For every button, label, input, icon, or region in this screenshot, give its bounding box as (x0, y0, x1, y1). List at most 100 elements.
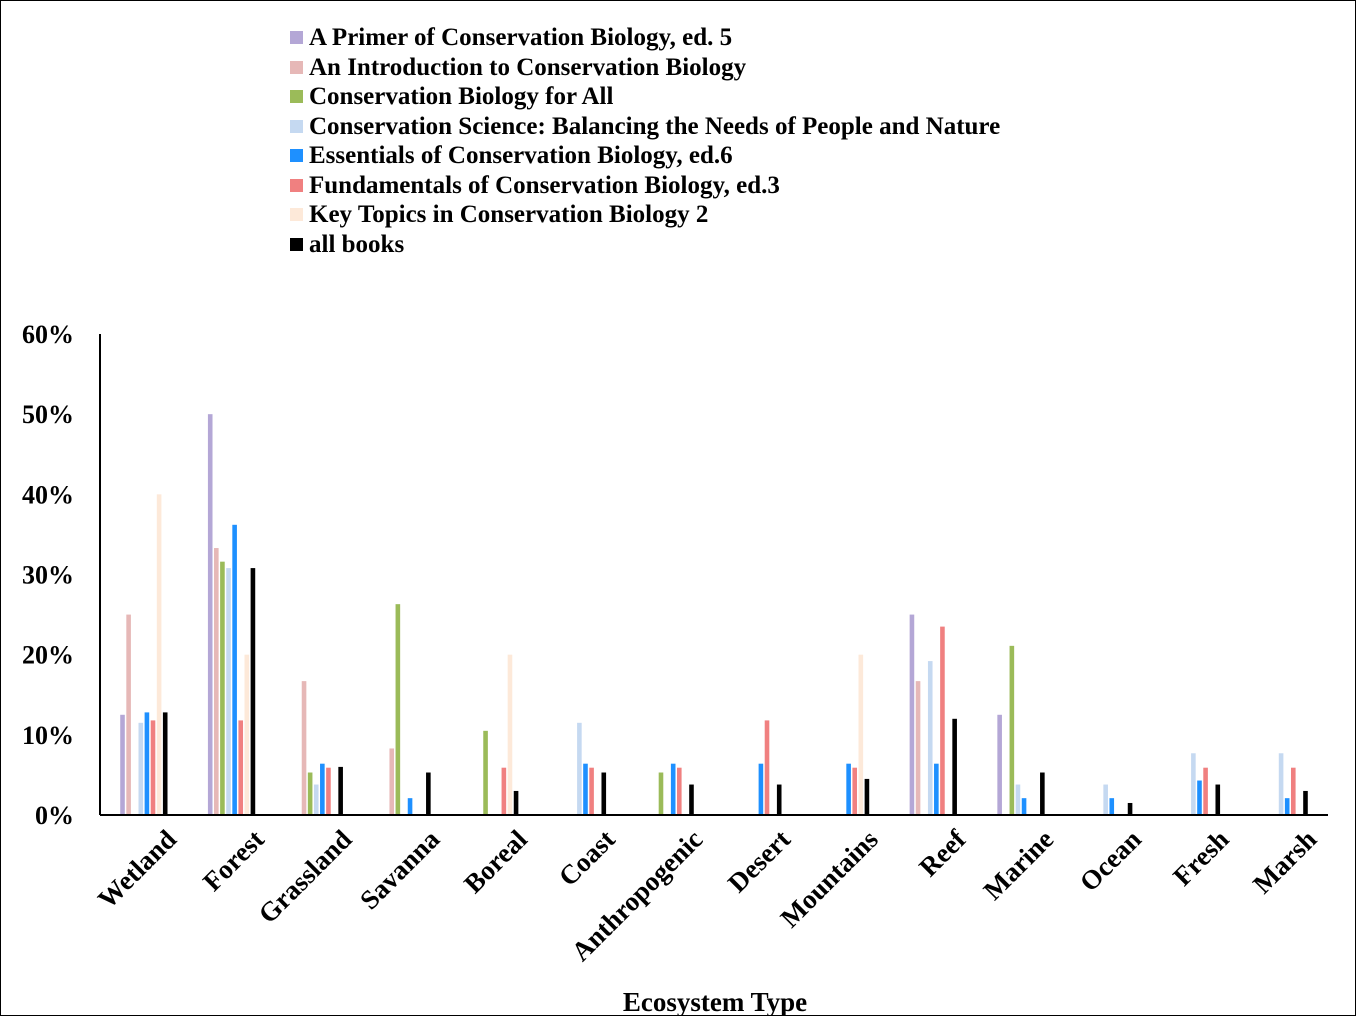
bar (1278, 753, 1284, 815)
x-tick-label: Boreal (458, 824, 533, 899)
bar (126, 614, 131, 815)
bar (589, 767, 594, 815)
bar (1040, 772, 1045, 815)
legend-label: Fundamentals of Conservation Biology, ed… (309, 171, 780, 199)
bar (232, 524, 237, 815)
bar (338, 766, 343, 815)
bar (1109, 798, 1115, 815)
bar (207, 414, 213, 815)
bar (1203, 767, 1208, 815)
bar (1009, 645, 1015, 815)
bar (120, 714, 125, 815)
bar (864, 778, 870, 815)
bar (915, 681, 921, 815)
bar (1215, 784, 1221, 815)
legend-swatch (290, 149, 303, 163)
bar (389, 748, 395, 815)
bar (501, 767, 507, 815)
bar (426, 772, 431, 815)
bar (1015, 784, 1021, 815)
bar (858, 654, 864, 815)
legend-swatch (290, 60, 303, 74)
legend-swatch (290, 31, 303, 45)
bar (846, 763, 851, 815)
bar (940, 626, 945, 815)
legend-swatch (290, 178, 303, 192)
y-tick-label: 30% (22, 561, 74, 590)
legend-item: Key Topics in Conservation Biology 2 (290, 200, 1000, 230)
x-tick-label: Marine (978, 824, 1060, 906)
legend-item: Conservation Biology for All (290, 82, 1000, 112)
bar (658, 772, 664, 815)
bar (507, 654, 513, 815)
bar (1103, 784, 1108, 815)
bar (1303, 790, 1308, 815)
bar (670, 763, 676, 815)
legend-swatch (290, 119, 303, 133)
bar (313, 784, 319, 815)
bar (513, 790, 519, 815)
bar (676, 767, 682, 815)
legend-item: An Introduction to Conservation Biology (290, 53, 1000, 83)
bar (301, 681, 307, 815)
bar (1127, 802, 1133, 815)
legend-label: Conservation Biology for All (309, 83, 614, 111)
bar (952, 718, 957, 815)
x-tick-label: Coast (553, 824, 621, 892)
bar (220, 561, 225, 815)
bar (138, 722, 144, 815)
x-tick-label: Marsh (1247, 824, 1322, 899)
bar (852, 767, 858, 815)
x-tick-label: Savanna (354, 824, 446, 916)
bar (214, 548, 219, 815)
x-axis-title: Ecosystem Type (623, 987, 807, 1015)
bar (583, 763, 588, 815)
x-tick-label: Reef (913, 823, 972, 882)
bar (1021, 798, 1027, 815)
legend-swatch (290, 208, 303, 222)
y-tick-label: 10% (22, 721, 74, 750)
bar (927, 661, 933, 815)
bar (1191, 753, 1196, 815)
bar (601, 772, 607, 815)
y-tick-label: 20% (22, 641, 74, 670)
bar (307, 772, 313, 815)
bar (144, 712, 150, 815)
x-tick-label: Ocean (1074, 824, 1147, 897)
bar (1290, 767, 1296, 815)
legend-label: Key Topics in Conservation Biology 2 (309, 201, 709, 229)
bar (934, 763, 939, 815)
bar (162, 712, 168, 815)
bar (244, 654, 250, 815)
x-tick-label: Desert (722, 824, 796, 898)
bar (483, 730, 488, 815)
bar (238, 720, 244, 815)
x-tick-label: Fresh (1167, 824, 1235, 892)
bar (776, 784, 782, 815)
bar (150, 720, 156, 815)
bar (1284, 798, 1290, 815)
legend-label: all books (309, 230, 405, 258)
x-tick-label: Wetland (92, 824, 182, 914)
y-tick-label: 50% (22, 400, 74, 429)
bar (156, 494, 162, 815)
bar (250, 568, 256, 815)
bar (577, 722, 582, 815)
bar (226, 568, 231, 815)
legend-label: Essentials of Conservation Biology, ed.6 (309, 142, 733, 170)
legend-label: Conservation Science: Balancing the Need… (309, 112, 1001, 140)
legend-swatch (290, 237, 303, 251)
legend-item: Essentials of Conservation Biology, ed.6 (290, 141, 1000, 171)
legend-item: all books (290, 230, 1000, 260)
bar (320, 763, 325, 815)
x-tick-label: Forest (197, 824, 270, 897)
bar (758, 763, 764, 815)
bar (764, 720, 770, 815)
legend-label: A Primer of Conservation Biology, ed. 5 (309, 24, 733, 52)
y-tick-label: 60% (22, 320, 74, 349)
y-tick-label: 0% (35, 801, 74, 830)
legend-label: An Introduction to Conservation Biology (309, 53, 747, 81)
bar (1197, 780, 1202, 815)
